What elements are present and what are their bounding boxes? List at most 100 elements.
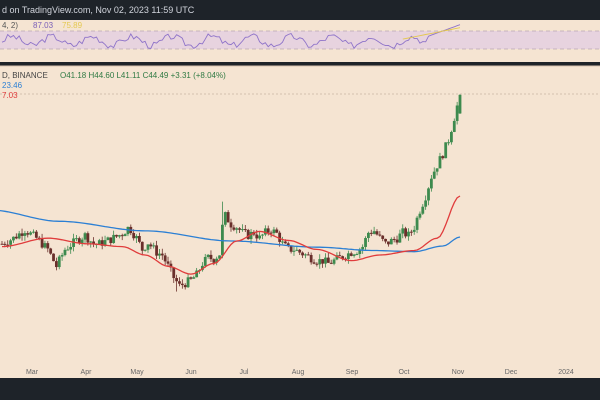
- symbol-label: D, BINANCE: [2, 71, 48, 80]
- publish-info: d on TradingView.com, Nov 02, 2023 11:59…: [2, 5, 195, 15]
- candle-body: [140, 241, 144, 251]
- candle-body: [329, 262, 333, 264]
- candle-body: [195, 270, 199, 278]
- candle-body: [378, 234, 382, 236]
- candle-body: [206, 254, 210, 257]
- candle-body: [178, 281, 181, 284]
- candle-body: [12, 236, 15, 241]
- candle-body: [415, 217, 419, 230]
- x-tick-label: Mar: [26, 369, 39, 376]
- candle-body: [17, 233, 21, 239]
- candle-body: [281, 241, 284, 243]
- candle-body: [40, 238, 44, 248]
- candle-body: [306, 254, 310, 256]
- candle-body: [212, 259, 216, 263]
- candle-body: [37, 237, 41, 239]
- candle-body: [23, 233, 27, 236]
- main-pane: [0, 66, 600, 378]
- candle-body: [117, 235, 121, 237]
- candle-body: [338, 255, 342, 257]
- candle-body: [52, 253, 55, 262]
- candle-body: [261, 234, 264, 236]
- candle-body: [441, 156, 445, 159]
- candle-body: [384, 238, 387, 242]
- candle-body: [189, 277, 193, 279]
- candle-body: [135, 236, 138, 239]
- candle-body: [103, 240, 107, 246]
- candle-body: [218, 255, 221, 259]
- candle-body: [458, 94, 462, 114]
- candle-body: [286, 243, 290, 246]
- rsi-band: [0, 31, 600, 49]
- candle-body: [6, 244, 10, 246]
- x-tick-label: Sep: [346, 369, 359, 376]
- candle-body: [435, 168, 439, 172]
- candle-body: [258, 235, 262, 239]
- candle-body: [123, 234, 127, 237]
- candle-body: [29, 232, 33, 235]
- candle-body: [89, 241, 93, 243]
- candle-body: [149, 244, 153, 247]
- candle-body: [14, 236, 18, 239]
- candle-body: [438, 156, 442, 169]
- candle-body: [375, 231, 379, 235]
- candle-body: [341, 256, 345, 259]
- candle-body: [275, 229, 279, 233]
- candle-body: [46, 243, 50, 249]
- candle-body: [283, 241, 287, 244]
- candle-body: [132, 233, 136, 239]
- candle-body: [269, 232, 273, 234]
- candle-body: [115, 234, 118, 237]
- candle-body: [289, 245, 293, 252]
- candle-body: [429, 178, 433, 189]
- x-tick-label: 2024: [558, 369, 574, 376]
- candle-body: [226, 212, 230, 223]
- candle-body: [389, 238, 393, 245]
- candle-body: [49, 248, 53, 254]
- candle-body: [367, 232, 370, 239]
- candle-body: [292, 250, 296, 252]
- candle-body: [163, 255, 167, 262]
- pane-divider: [0, 62, 600, 66]
- candle-body: [60, 255, 64, 257]
- candle-body: [298, 249, 302, 253]
- ma-blue-line: [0, 209, 461, 253]
- candle-body: [304, 254, 307, 256]
- rsi-signal-line: [402, 27, 461, 40]
- candle-body: [92, 241, 95, 245]
- ma-red-value: 7.03: [2, 91, 18, 100]
- candle-body: [418, 213, 422, 218]
- candle-body: [372, 231, 376, 234]
- candle-body: [57, 256, 61, 268]
- candle-body: [223, 212, 227, 225]
- candle-body: [34, 231, 38, 238]
- candle-body: [241, 229, 244, 231]
- candle-body: [155, 245, 158, 256]
- candle-body: [235, 228, 239, 230]
- candle-body: [315, 263, 319, 265]
- candle-body: [160, 253, 164, 256]
- candle-body: [332, 259, 336, 264]
- candle-body: [183, 285, 187, 288]
- ohlc-readout: O41.18 H44.60 L41.11 C44.49 +3.31 (+8.04…: [60, 71, 226, 80]
- candle-body: [66, 249, 70, 251]
- candle-body: [321, 259, 324, 264]
- candle-body: [355, 254, 359, 256]
- candle-body: [255, 234, 259, 239]
- candle-body: [392, 238, 396, 240]
- candle-body: [312, 262, 316, 264]
- candle-body: [326, 257, 330, 263]
- candle-body: [80, 239, 84, 244]
- candle-body: [381, 235, 385, 239]
- rsi-yellow-value: 75.89: [62, 21, 83, 30]
- x-tick-label: Apr: [81, 369, 93, 376]
- candle-body: [77, 238, 81, 244]
- x-tick-label: Jun: [185, 369, 196, 376]
- candle-body: [447, 142, 450, 144]
- candle-body: [398, 233, 402, 243]
- candle-body: [209, 254, 213, 260]
- candle-body: [301, 252, 304, 256]
- candle-body: [401, 228, 405, 234]
- candle-body: [0, 243, 4, 245]
